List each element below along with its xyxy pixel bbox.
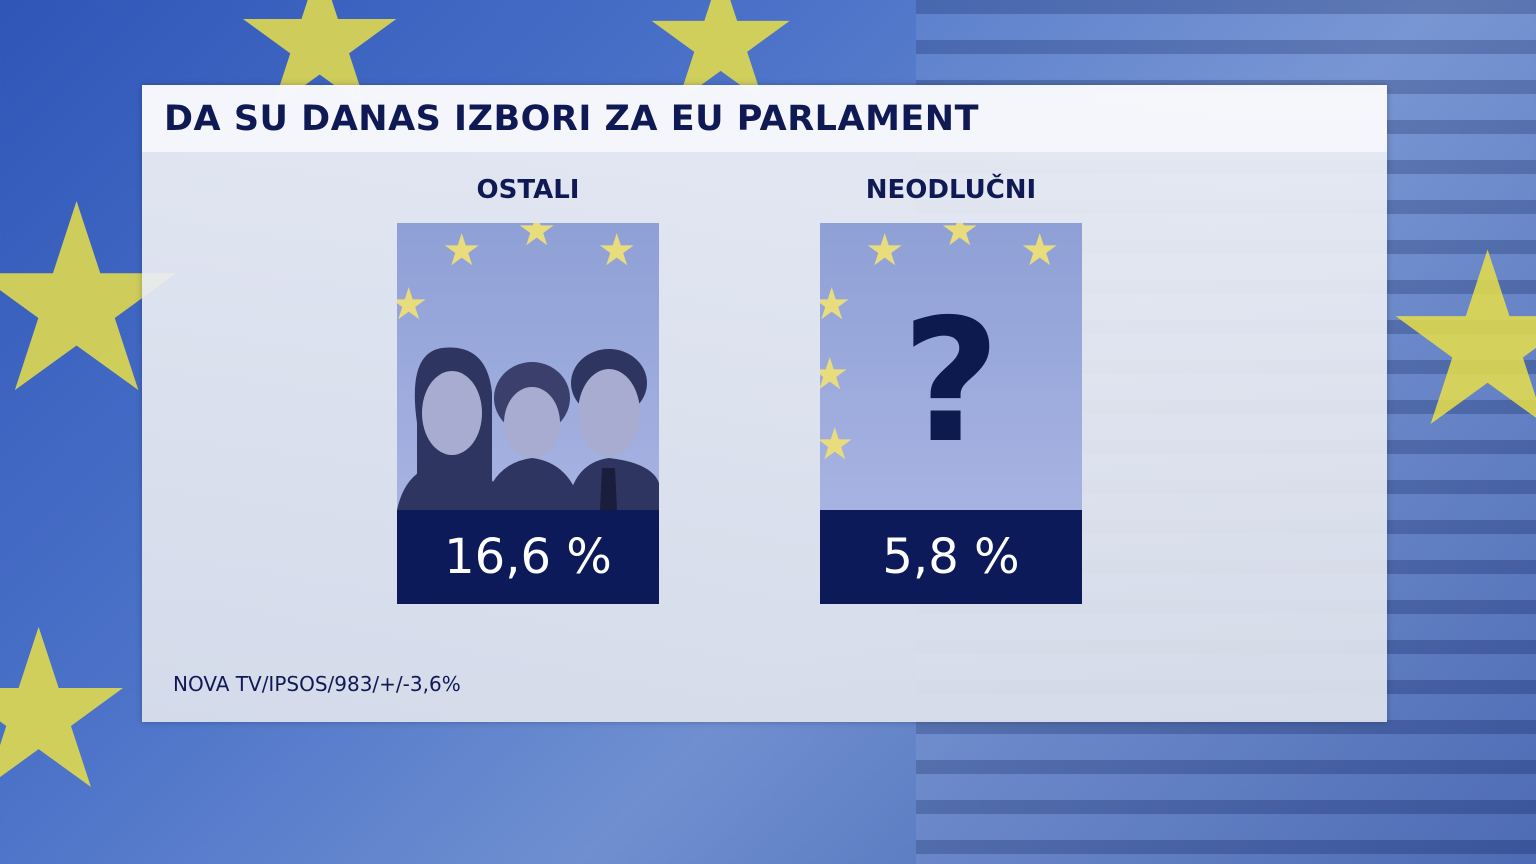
- star-icon: ★: [1380, 200, 1536, 480]
- card-value-ostali: 16,6 %: [397, 510, 659, 604]
- page-title: DA SU DANAS IZBORI ZA EU PARLAMENT: [164, 98, 979, 139]
- card-label-neodlucni: NEODLUČNI: [865, 175, 1037, 205]
- star-icon: ★: [0, 582, 138, 838]
- poll-source: NOVA TV/IPSOS/983/+/-3,6%: [173, 672, 461, 696]
- title-bar: DA SU DANAS IZBORI ZA EU PARLAMENT: [142, 85, 1387, 152]
- card-value-neodlucni: 5,8 %: [820, 510, 1082, 604]
- people-silhouettes-icon: [397, 347, 659, 510]
- card-neodlucni: ★ ★ ★ ★ ★ ★ ? 5,8 %: [820, 223, 1082, 604]
- card-label-ostali: OSTALI: [476, 175, 580, 205]
- question-mark-icon: ?: [901, 283, 1001, 481]
- card-ostali: ★ ★ ★ ★ 16,6 %: [397, 223, 659, 604]
- poll-panel: DA SU DANAS IZBORI ZA EU PARLAMENT OSTAL…: [142, 85, 1387, 722]
